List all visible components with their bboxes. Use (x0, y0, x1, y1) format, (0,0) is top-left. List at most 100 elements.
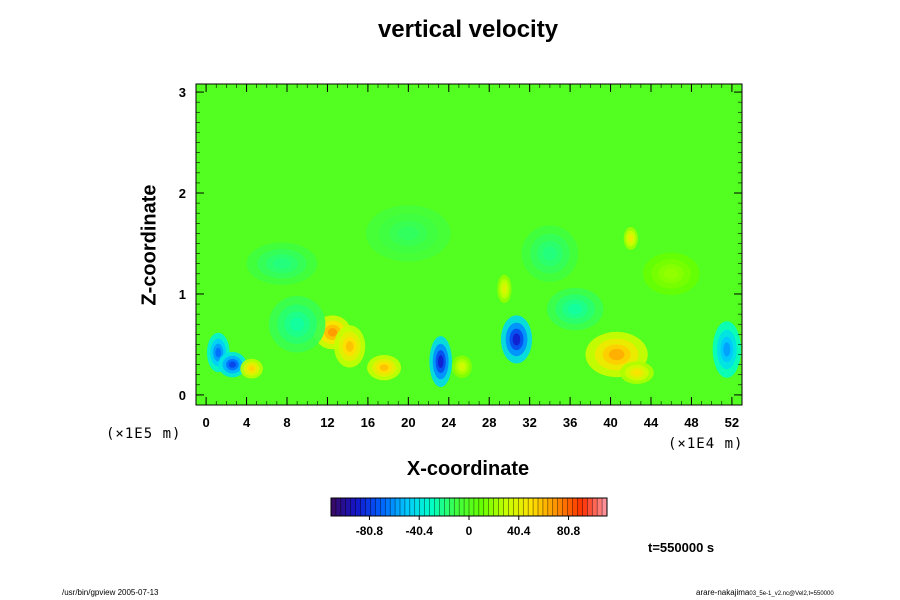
colorbar-cell (567, 498, 573, 516)
colorbar-cell (542, 498, 549, 516)
heatmap-feature-14 (246, 242, 318, 285)
x-tick-label: 20 (401, 415, 415, 430)
x-tick-label: 28 (482, 415, 496, 430)
colorbar-tick-label: -40.4 (406, 524, 434, 538)
time-label: t=550000 s (648, 540, 715, 555)
colorbar-cell (350, 498, 357, 516)
heatmap-contour (379, 364, 389, 371)
heatmap-feature-8 (500, 315, 533, 364)
heatmap-contour (215, 347, 222, 358)
heatmap-feature-1 (218, 351, 247, 378)
colorbar-cell (547, 498, 554, 516)
colorbar-cell (592, 498, 598, 516)
heatmap-feature-13 (712, 321, 741, 378)
colorbar-cell (340, 498, 347, 516)
colorbar-cell (557, 498, 564, 516)
heatmap-feature-16 (521, 225, 579, 282)
x-tick-label: 40 (603, 415, 617, 430)
colorbar-cell (439, 498, 445, 516)
colorbar-cell (597, 498, 603, 516)
x-tick-label: 36 (563, 415, 577, 430)
colorbar-cell (449, 498, 455, 516)
colorbar-cell (429, 498, 435, 516)
x-tick-label: 16 (361, 415, 375, 430)
colorbar-tick-label: 80.8 (557, 524, 581, 538)
colorbar-cell (602, 498, 608, 516)
heatmap-feature-17 (642, 252, 700, 295)
heatmap-contour (437, 355, 444, 368)
colorbar-cell (365, 498, 371, 516)
heatmap-contour (228, 361, 236, 368)
heatmap-contour (568, 303, 583, 315)
x-unit-label: (×1E4 m) (668, 436, 744, 452)
heatmap-feature-12 (623, 227, 638, 250)
colorbar-cell (400, 498, 406, 516)
colorbar-cell (390, 498, 396, 516)
colorbar-cell (528, 498, 534, 516)
x-tick-label: 44 (644, 415, 659, 430)
heatmap-contour (327, 328, 338, 337)
colorbar-cell (355, 498, 361, 516)
heatmap-field (206, 205, 741, 388)
colorbar-cell (385, 498, 391, 516)
colorbar-cell (518, 498, 524, 516)
heatmap-contour (512, 333, 521, 346)
heatmap-contour (608, 348, 625, 361)
colorbar-cell (572, 498, 578, 516)
colorbar-cell (459, 498, 465, 516)
colorbar-cell (582, 498, 588, 516)
x-tick-label: 4 (243, 415, 251, 430)
colorbar-tick-label: 0 (466, 524, 473, 538)
colorbar-tick-label: -80.8 (356, 524, 384, 538)
colorbar-cell (483, 498, 490, 516)
z-unit-label: (×1E5 m) (106, 426, 182, 442)
heatmap-contour (459, 363, 465, 370)
heatmap-feature-4 (334, 325, 366, 368)
colorbar-cell (331, 498, 337, 516)
colorbar-cell (404, 498, 411, 516)
colorbar-cell (414, 498, 421, 516)
heatmap-feature-6 (429, 336, 453, 388)
colorbar-cell (454, 498, 460, 516)
footer-file: 03_5e-1_v2.nc@Vel2,t=550000 (749, 591, 834, 597)
heatmap-feature-2 (240, 358, 263, 379)
colorbar-cell (375, 498, 381, 516)
heatmap-contour (629, 235, 633, 242)
colorbar-cell (587, 498, 593, 516)
footer-command: /usr/bin/gpview 2005-07-13 (62, 588, 159, 597)
heatmap-contour (273, 258, 291, 269)
colorbar-cell (434, 498, 440, 516)
heatmap-feature-18 (268, 295, 326, 353)
colorbar-cell (513, 498, 519, 516)
colorbar-cell (498, 498, 504, 516)
colorbar-cell (464, 498, 470, 516)
heatmap-feature-9 (497, 274, 512, 304)
heatmap-contour (542, 246, 557, 261)
colorbar-tick-label: 40.4 (507, 524, 531, 538)
x-tick-label: 48 (684, 415, 698, 430)
heatmap-contour (502, 285, 507, 293)
colorbar-cell (478, 498, 485, 516)
x-axis-label: X-coordinate (406, 458, 530, 480)
heatmap-contour (397, 226, 419, 241)
x-tick-label: 8 (283, 415, 290, 430)
heatmap-feature-11 (619, 361, 654, 385)
heatmap-contour (248, 366, 255, 372)
z-tick-label: 0 (179, 388, 186, 403)
colorbar-cell (562, 498, 568, 516)
heatmap-contour (290, 317, 305, 332)
colorbar-cell (533, 498, 539, 516)
colorbar: -80.8 -40.4 0 40.4 80.8 (330, 497, 608, 538)
colorbar-cell (508, 498, 514, 516)
z-tick-label: 2 (179, 186, 186, 201)
colorbar-cell (360, 498, 366, 516)
chart-title: vertical velocity (377, 16, 559, 43)
colorbar-cell (370, 498, 376, 516)
footer-file-info: arare-nakajima03_5e-1_v2.nc@Vel2,t=55000… (696, 588, 834, 597)
colorbar-cell (345, 498, 352, 516)
colorbar-cell (523, 498, 529, 516)
heatmap-feature-7 (452, 355, 472, 378)
colorbar-cell (469, 498, 475, 516)
